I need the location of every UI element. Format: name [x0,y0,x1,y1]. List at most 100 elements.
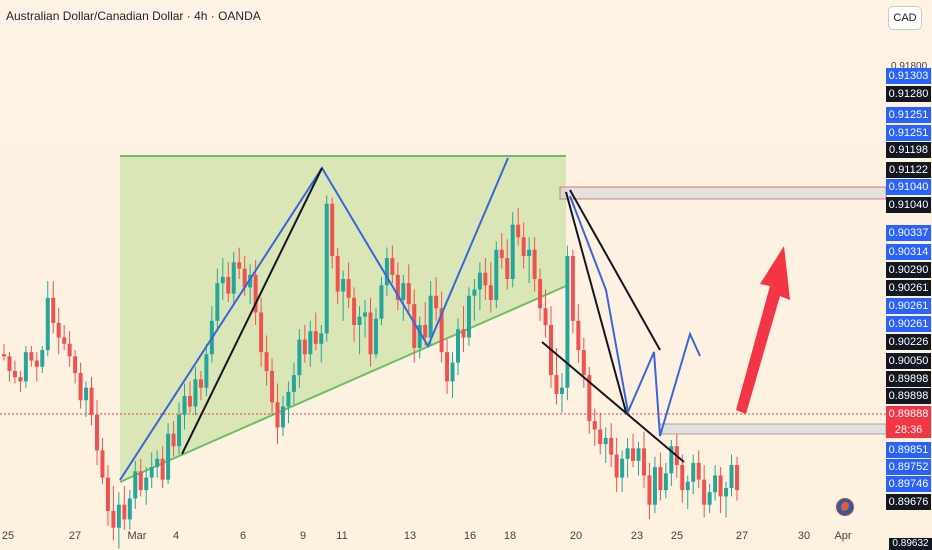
candle-body [598,429,603,445]
wedge-upper-line [569,189,661,351]
candle-body [417,324,422,348]
candle-body [177,414,182,447]
candle-body [565,256,570,388]
candle-body [330,203,335,257]
zigzag-line-1 [119,157,509,481]
candle-body [477,272,482,290]
candle-body [78,373,83,401]
candle-body [499,249,504,259]
resistance-zone [559,186,887,200]
candle-body [302,339,307,355]
price-label: 0.89746 [886,476,931,492]
candle-body [696,462,701,480]
candle-body [264,352,269,371]
candle-body [270,370,275,403]
symbol-title: Australian Dollar/Canadian Dollar · 4h ·… [6,9,261,23]
candle-body [636,448,641,461]
candle-body [456,329,461,363]
candle-body [379,285,384,319]
candle-body [12,370,17,378]
candle-body [647,475,652,505]
candle-body [434,295,439,309]
price-label: 0.91198 [886,142,931,158]
candle-body [691,462,696,482]
candle-body [472,289,477,296]
candle-body [614,454,619,478]
candle-body [384,258,389,286]
candle-body [67,343,72,357]
candle-body [423,324,428,338]
candle-body [116,504,121,528]
candle-body [204,354,209,388]
candle-body [138,471,143,491]
candle-body [609,437,614,455]
candle-body [89,387,94,415]
candle-body [631,448,636,461]
candle-body [133,471,138,499]
candle-body [215,283,220,321]
price-label: 0.91251 [886,107,931,123]
time-axis-label: Mar [127,530,147,542]
candle-body [2,354,6,357]
candle-body [521,237,526,257]
candle-body [461,329,466,338]
candle-body [494,249,499,300]
triangle-lower-line [119,285,567,483]
price-label: 0.89888 [886,406,931,422]
candle-body [592,421,597,430]
candle-body [368,312,373,355]
candle-body [341,279,346,292]
candle-body [395,274,400,300]
candle-body [280,406,285,428]
price-label: 0.90261 [886,280,931,296]
candle-body [324,203,329,334]
price-label: 0.91040 [886,197,931,213]
price-label: 0.90261 [886,316,931,332]
globe-icon[interactable] [836,498,854,516]
candle-body [111,511,116,528]
candle-body [34,360,39,367]
time-axis-label: 9 [299,530,307,542]
candle-body [40,350,45,367]
currency-button[interactable]: CAD [888,6,922,30]
candle-body [363,312,368,317]
candle-body [527,249,532,257]
candle-body [155,458,160,468]
candle-body [658,467,663,491]
candle-body [286,391,291,407]
candle-body [483,272,488,286]
candle-body [510,224,515,280]
candle-body [45,297,50,351]
time-axis-label: 23 [630,530,644,542]
price-label: 0.91280 [886,86,931,102]
time-axis-label: 27 [68,530,82,542]
candle-body [187,396,192,407]
candle-body [663,473,668,491]
candle-body [734,465,739,491]
candle-body [259,312,264,353]
candle-body [237,262,242,269]
time-axis-label: 16 [463,530,477,542]
candle-body [718,475,723,497]
candle-body [242,268,247,288]
candle-body [603,437,608,445]
candle-body [652,467,657,505]
candle-body [570,256,575,321]
candle-body [94,414,99,451]
candle-body [51,297,56,323]
candle-body [127,498,132,520]
price-label: 0.89898 [886,371,931,387]
price-label: 0.89851 [886,442,931,458]
candle-body [352,297,357,325]
price-label: 0.89898 [886,388,931,404]
candle-body [357,316,362,325]
price-label: 0.90261 [886,298,931,314]
candle-body [702,479,707,505]
price-axis-bottom-tick: 0.89632 [889,538,932,550]
candle-body [445,352,450,382]
time-axis-label: 11 [336,530,348,542]
price-label: 0.91303 [886,68,931,84]
candle-body [373,318,378,355]
candle-body [450,362,455,382]
